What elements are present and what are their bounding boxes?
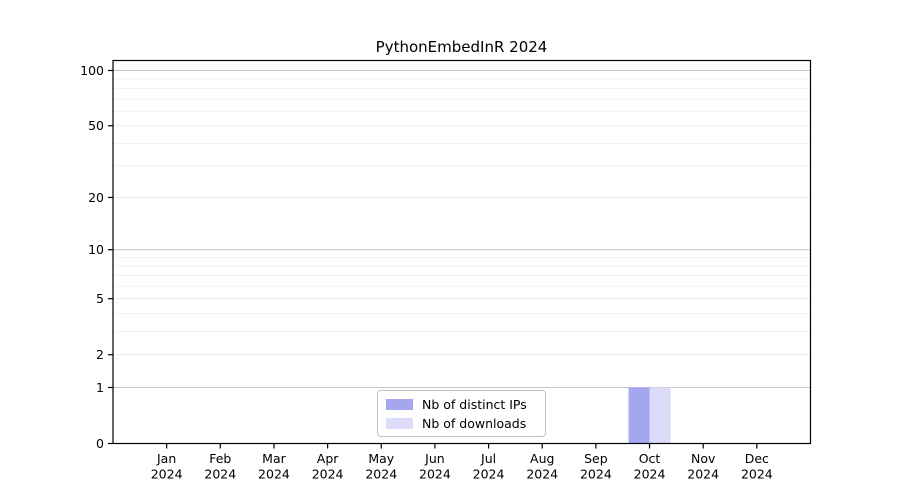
legend-label-distinct-ips: Nb of distinct IPs (422, 396, 527, 412)
legend-label-downloads: Nb of downloads (422, 415, 527, 431)
y-tick-label-1: 1 (96, 380, 104, 395)
y-tick-label-5: 5 (96, 291, 104, 306)
x-tick-label-sep: Sep 2024 (580, 451, 612, 482)
x-tick-label-jan: Jan 2024 (151, 451, 183, 482)
x-tick-label-oct: Oct 2024 (634, 451, 666, 482)
x-tick-label-jun: Jun 2024 (419, 451, 451, 482)
x-tick-label-apr: Apr 2024 (312, 451, 344, 482)
y-tick-label-100: 100 (80, 63, 104, 78)
y-tick-label-2: 2 (96, 347, 104, 362)
y-tick-label-10: 10 (88, 242, 104, 257)
legend-swatch-distinct-ips (386, 398, 413, 410)
bar-downloads-oct (649, 387, 671, 444)
x-tick-label-dec: Dec 2024 (741, 451, 773, 482)
plot-border (112, 59, 812, 445)
x-tick-label-nov: Nov 2024 (687, 451, 719, 482)
legend: Nb of distinct IPs Nb of downloads (377, 390, 546, 437)
y-tick-label-0: 0 (96, 436, 104, 451)
bar-distinct-ips-oct (628, 387, 650, 444)
y-tick-label-20: 20 (88, 190, 104, 205)
y-tick-label-50: 50 (88, 118, 104, 133)
legend-item-downloads: Nb of downloads (386, 416, 537, 431)
chart-title: PythonEmbedInR 2024 (375, 38, 548, 56)
legend-swatch-downloads (386, 417, 413, 429)
x-tick-label-aug: Aug 2024 (526, 451, 558, 482)
x-tick-label-feb: Feb 2024 (204, 451, 236, 482)
x-tick-label-mar: Mar 2024 (258, 451, 290, 482)
x-tick-label-may: May 2024 (365, 451, 397, 482)
legend-item-distinct-ips: Nb of distinct IPs (386, 397, 537, 412)
x-tick-label-jul: Jul 2024 (473, 451, 505, 482)
